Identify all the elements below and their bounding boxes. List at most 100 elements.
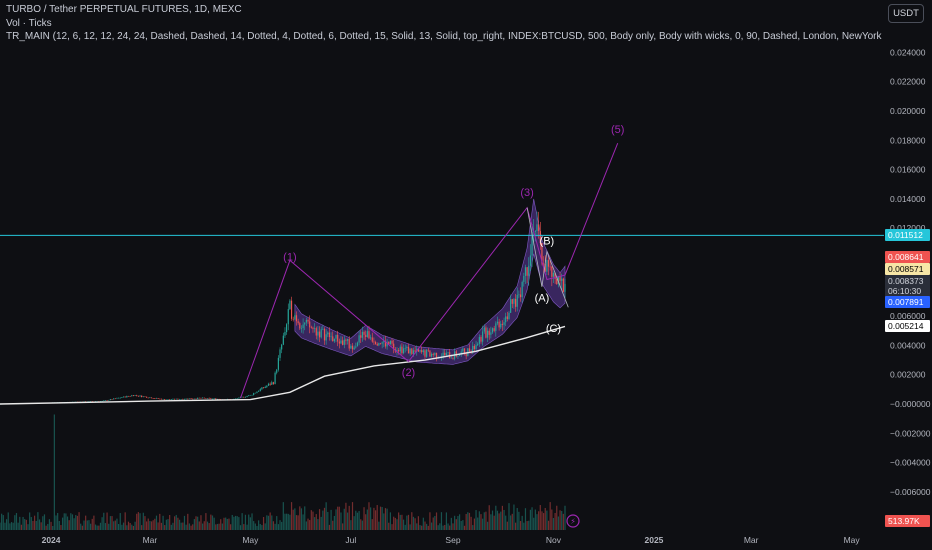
volume-bar [267, 515, 270, 530]
volume-bar [193, 519, 195, 530]
time-axis[interactable]: 2024 Mar May Jul Sep Nov 2025 Mar May [42, 535, 861, 545]
candle-body [141, 395, 143, 398]
volume-bar [422, 517, 424, 530]
symbol-title[interactable]: TURBO / Tether PERPETUAL FUTURES, 1D, ME… [6, 4, 242, 15]
volume-bar [518, 511, 520, 530]
candle-body [287, 309, 289, 325]
volume-bar [289, 514, 291, 530]
candle-body [342, 340, 344, 345]
candle-body [450, 357, 452, 359]
currency-button[interactable]: USDT [888, 4, 924, 23]
volume-bar [449, 525, 451, 530]
candle-body [137, 395, 139, 397]
time-tick-label: 2025 [644, 535, 663, 545]
candle-body [426, 349, 428, 357]
candle-body [307, 320, 309, 322]
volume-bar [192, 524, 194, 530]
candle-body [552, 272, 555, 277]
volume-bar [32, 520, 34, 530]
volume-bar [435, 512, 438, 530]
volume-bar [561, 511, 563, 530]
candle-body [411, 348, 413, 354]
volume-bar [409, 524, 411, 530]
candle-body [150, 397, 153, 399]
lightning-event-icon[interactable] [566, 514, 580, 528]
volume-bar [210, 514, 212, 530]
volume-bar [519, 521, 522, 530]
volume-bar [556, 505, 558, 530]
volume-bar [149, 521, 151, 530]
volume-bar [236, 516, 238, 530]
elliott-wave-lines[interactable] [240, 143, 619, 399]
volume-bar [233, 516, 235, 530]
indicator-label[interactable]: TR_MAIN (12, 6, 12, 12, 24, 24, Dashed, … [6, 31, 882, 42]
moving-average-line [0, 325, 566, 405]
candle-body [89, 401, 92, 402]
volume-bar [155, 515, 158, 530]
volume-bar [272, 521, 275, 530]
candle-body [491, 328, 494, 333]
volume-bar [73, 518, 75, 530]
price-tick-label: −0.004000 [890, 458, 931, 468]
volume-bar [85, 515, 87, 530]
volume-bar [366, 509, 368, 530]
candle-body [304, 322, 306, 325]
volume-bar [61, 517, 64, 530]
candle-body [131, 395, 133, 397]
wave-label: (A) [535, 292, 550, 304]
volume-bar [404, 524, 406, 530]
volume-bar [42, 516, 44, 530]
candle-body [302, 324, 304, 329]
volume-bar [286, 513, 288, 530]
volume-bar [430, 522, 433, 530]
candle-body [256, 391, 258, 393]
candle-body [536, 224, 538, 231]
candle-body [254, 392, 256, 394]
candle-body [424, 350, 426, 357]
wave-label: (1) [283, 251, 296, 263]
price-tick-label: −0.000000 [890, 399, 931, 409]
volume-bar [221, 523, 223, 530]
volume-bar [412, 516, 415, 530]
candle-body [557, 276, 560, 285]
candle-body [162, 399, 164, 400]
volume-bar [29, 512, 31, 530]
candle-body [215, 398, 217, 400]
volume-bar [98, 525, 100, 530]
candle-body [193, 398, 195, 400]
volume-bar [333, 515, 335, 530]
elliott-wave-labels: (1) (2) (3) (5) (A) (B) (C) [283, 124, 624, 379]
volume-bar [486, 521, 489, 530]
volume-bar [384, 508, 387, 530]
candle-body [279, 349, 281, 358]
volume-bar [19, 516, 21, 530]
volume-bar [557, 516, 560, 530]
price-tick-label: 0.016000 [890, 165, 926, 175]
volume-bar [205, 513, 207, 530]
price-tick-label: 0.002000 [890, 370, 926, 380]
candle-body [251, 394, 253, 396]
volume-bar [475, 510, 477, 530]
volume-bar [276, 516, 278, 530]
volume-bar [373, 507, 375, 530]
price-tick-label: −0.006000 [890, 487, 931, 497]
volume-indicator-label[interactable]: Vol · Ticks [6, 18, 52, 29]
volume-bar [208, 523, 210, 530]
volume-bar [541, 511, 543, 530]
candle-body [169, 399, 171, 400]
volume-bar [187, 513, 189, 530]
volume-bar [33, 515, 36, 530]
candle-body [129, 396, 131, 397]
candle-body [261, 387, 263, 390]
wave-correction-line[interactable] [526, 207, 569, 308]
volume-bar [182, 522, 184, 530]
candle-body [496, 321, 499, 324]
time-tick-label: Mar [744, 535, 759, 545]
volume-bar [60, 525, 62, 530]
volume-bar [447, 523, 449, 530]
candle-body [482, 331, 484, 342]
candle-body [495, 323, 497, 331]
volume-bar [465, 513, 467, 530]
candle-body [529, 255, 532, 266]
